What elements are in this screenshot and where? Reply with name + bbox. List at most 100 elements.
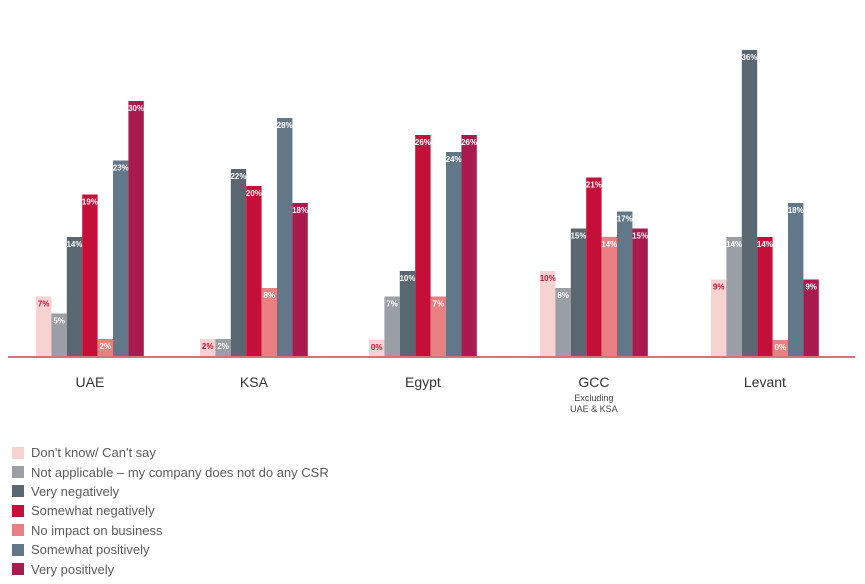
data-label: 8%: [557, 291, 569, 300]
bar: [741, 50, 758, 356]
legend-item: Very negatively: [12, 482, 329, 501]
bar: [82, 194, 98, 356]
category-sublabel: Excluding UAE & KSA: [570, 393, 618, 414]
data-label: 8%: [264, 291, 276, 300]
data-label: 21%: [586, 181, 602, 190]
category-label: KSA: [240, 374, 269, 390]
legend-swatch: [12, 524, 24, 537]
category-sublabel-line: UAE & KSA: [570, 404, 618, 414]
bar: [601, 237, 617, 356]
data-label: 18%: [292, 206, 308, 215]
legend-item: No impact on business: [12, 521, 329, 540]
data-label: 26%: [415, 138, 431, 147]
data-label: 14%: [726, 240, 742, 249]
data-label: 36%: [741, 53, 757, 62]
legend-swatch: [12, 466, 24, 479]
bar: [230, 169, 247, 356]
legend-label: Very positively: [31, 561, 115, 577]
data-label: 23%: [113, 164, 129, 173]
category-sublabel-line: Excluding: [574, 393, 613, 403]
legend-item: Somewhat positively: [12, 540, 329, 559]
bar: [384, 296, 400, 356]
bar: [36, 296, 52, 356]
bar: [66, 237, 83, 356]
legend-swatch: [12, 446, 24, 459]
bar: [803, 279, 819, 356]
bar: [399, 271, 416, 356]
bar: [51, 313, 67, 356]
data-label: 18%: [788, 206, 804, 215]
bar: [540, 271, 556, 356]
data-label: 14%: [757, 240, 773, 249]
bar: [277, 118, 293, 356]
legend: Don't know/ Can't say Not applicable – my…: [12, 443, 329, 579]
legend-label: Don't know/ Can't say: [31, 445, 156, 461]
bar: [113, 160, 129, 356]
bar: [215, 339, 231, 356]
data-label: 17%: [617, 215, 633, 224]
data-label: 9%: [805, 283, 817, 292]
bar: [292, 203, 308, 356]
data-label: 14%: [601, 240, 617, 249]
bar: [446, 152, 462, 356]
bar: [430, 296, 446, 356]
legend-label: Not applicable – my company does not do …: [31, 464, 329, 480]
data-label: 19%: [82, 198, 98, 207]
legend-swatch: [12, 563, 24, 576]
bar: [461, 135, 477, 356]
legend-item: Not applicable – my company does not do …: [12, 462, 329, 481]
bar: [711, 279, 727, 356]
data-label: 0%: [775, 343, 787, 352]
data-label: 7%: [386, 300, 398, 309]
bar: [726, 237, 742, 356]
data-label: 22%: [230, 172, 246, 181]
data-label: 14%: [66, 240, 82, 249]
bar: [369, 340, 385, 356]
bar: [586, 177, 602, 356]
legend-swatch: [12, 543, 24, 556]
category-label: GCC: [578, 374, 609, 390]
category-label: Levant: [744, 374, 786, 390]
bar: [200, 339, 216, 356]
legend-swatch: [12, 485, 24, 498]
bar: [617, 211, 633, 356]
legend-item: Very positively: [12, 559, 329, 578]
category-label: Egypt: [405, 374, 441, 390]
legend-item: Don't know/ Can't say: [12, 443, 329, 462]
data-label: 2%: [217, 342, 229, 351]
data-label: 20%: [246, 189, 262, 198]
data-label: 10%: [540, 274, 556, 283]
bar: [128, 101, 144, 356]
legend-label: Somewhat negatively: [31, 503, 155, 519]
bar: [757, 237, 773, 356]
data-label: 10%: [399, 274, 415, 283]
data-label: 7%: [38, 300, 50, 309]
bar: [632, 228, 648, 356]
data-label: 30%: [128, 104, 144, 113]
data-label: 26%: [461, 138, 477, 147]
bar: [772, 340, 788, 356]
data-label: 15%: [570, 232, 586, 241]
bar: [555, 288, 571, 356]
data-label: 2%: [100, 342, 112, 351]
data-label: 9%: [713, 283, 725, 292]
bar: [246, 186, 262, 356]
bar: [97, 339, 113, 356]
data-label: 0%: [371, 343, 383, 352]
data-label: 2%: [202, 342, 214, 351]
data-label: 15%: [632, 232, 648, 241]
data-label: 5%: [53, 317, 65, 326]
legend-label: No impact on business: [31, 522, 163, 538]
legend-label: Very negatively: [31, 483, 120, 499]
data-label: 24%: [446, 155, 462, 164]
data-label: 7%: [433, 300, 445, 309]
data-label: 28%: [277, 121, 293, 130]
legend-item: Somewhat negatively: [12, 501, 329, 520]
legend-swatch: [12, 504, 24, 517]
bar: [788, 203, 804, 356]
legend-label: Somewhat positively: [31, 542, 150, 558]
bar: [261, 288, 277, 356]
category-label: UAE: [76, 374, 105, 390]
